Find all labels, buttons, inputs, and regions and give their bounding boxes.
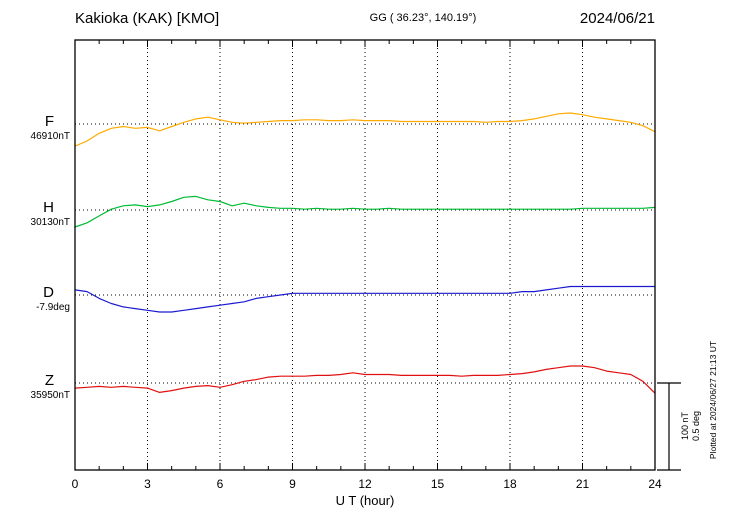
trace-D [74, 285, 656, 313]
plotted-at-stamp: Plotted at 2024/06/27 21:13 UT [708, 341, 718, 459]
plot-date: 2024/06/21 [580, 10, 655, 27]
trace-letter-D: D [43, 284, 54, 301]
scale-bar-nt-label: 100 nT [680, 411, 690, 440]
x-tick-label: 12 [358, 477, 372, 491]
x-tick-label: 24 [648, 477, 662, 491]
x-tick-label: 9 [289, 477, 296, 491]
plot-border [74, 39, 656, 471]
trace-letter-H: H [43, 199, 54, 216]
trace-value-D: -7.9deg [36, 302, 70, 313]
x-tick-label: 3 [144, 477, 151, 491]
trace-Z [74, 365, 656, 394]
trace-value-Z: 35950nT [31, 390, 70, 401]
x-tick-label: 15 [431, 477, 445, 491]
x-tick-label: 6 [217, 477, 224, 491]
trace-value-H: 30130nT [31, 217, 70, 228]
x-tick-label: 21 [576, 477, 590, 491]
trace-letter-Z: Z [45, 372, 54, 389]
trace-value-F: 46910nT [31, 131, 70, 142]
scale-bar-deg-label: 0.5 deg [691, 411, 701, 441]
x-axis-title: U T (hour) [336, 493, 395, 508]
geographic-coords: GG ( 36.23°, 140.19°) [370, 12, 477, 24]
x-tick-label: 18 [503, 477, 517, 491]
x-tick-label: 0 [72, 477, 79, 491]
station-title: Kakioka (KAK) [KMO] [75, 10, 219, 27]
trace-H [74, 195, 656, 228]
trace-F [74, 112, 656, 147]
trace-letter-F: F [45, 113, 54, 130]
